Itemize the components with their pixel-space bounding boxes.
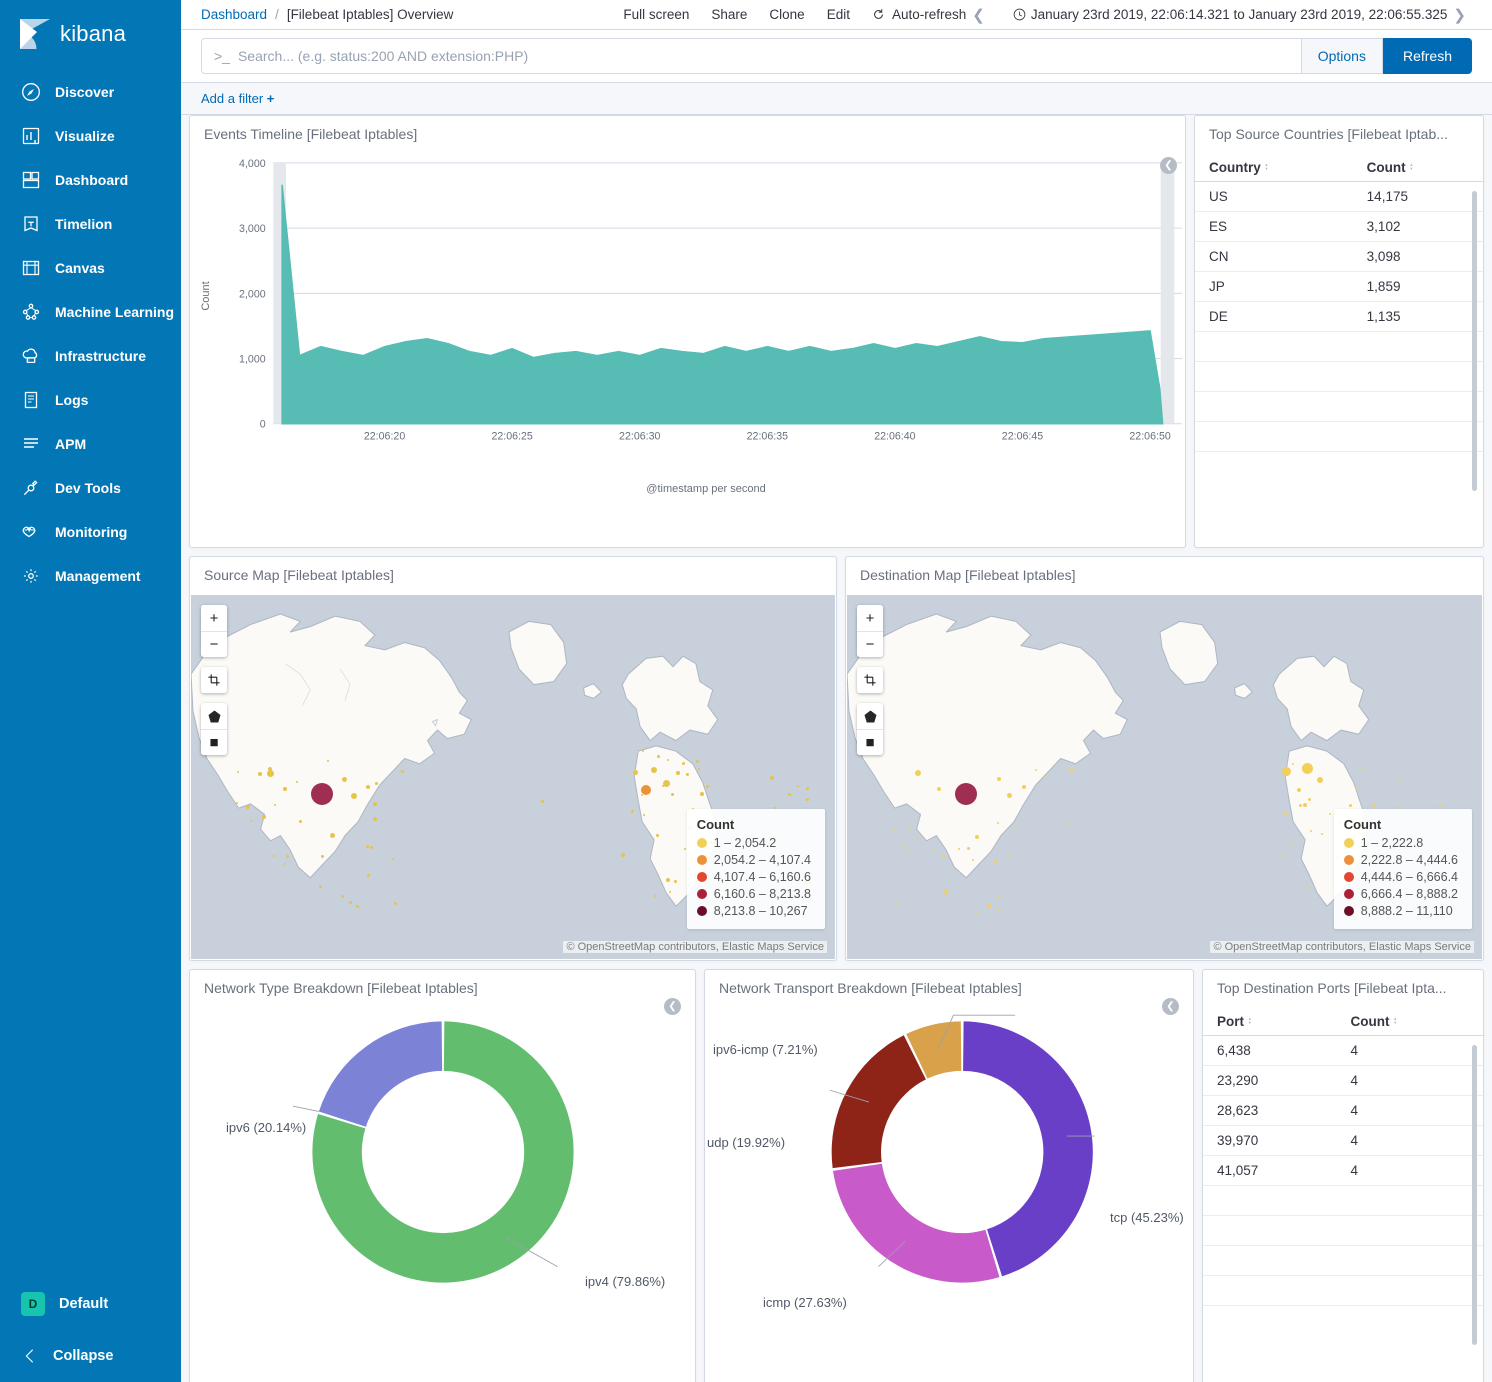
svg-text:0: 0 xyxy=(260,419,266,431)
svg-text:22:06:20: 22:06:20 xyxy=(364,430,405,442)
svg-text:4,000: 4,000 xyxy=(239,158,266,170)
svg-text:22:06:30: 22:06:30 xyxy=(619,430,660,442)
svg-text:3,000: 3,000 xyxy=(239,223,266,235)
svg-text:22:06:25: 22:06:25 xyxy=(491,430,532,442)
svg-text:22:06:45: 22:06:45 xyxy=(1002,430,1043,442)
svg-text:22:06:50: 22:06:50 xyxy=(1129,430,1170,442)
svg-text:2,000: 2,000 xyxy=(239,288,266,300)
svg-text:1,000: 1,000 xyxy=(239,353,266,365)
svg-text:22:06:35: 22:06:35 xyxy=(747,430,788,442)
svg-text:22:06:40: 22:06:40 xyxy=(874,430,915,442)
